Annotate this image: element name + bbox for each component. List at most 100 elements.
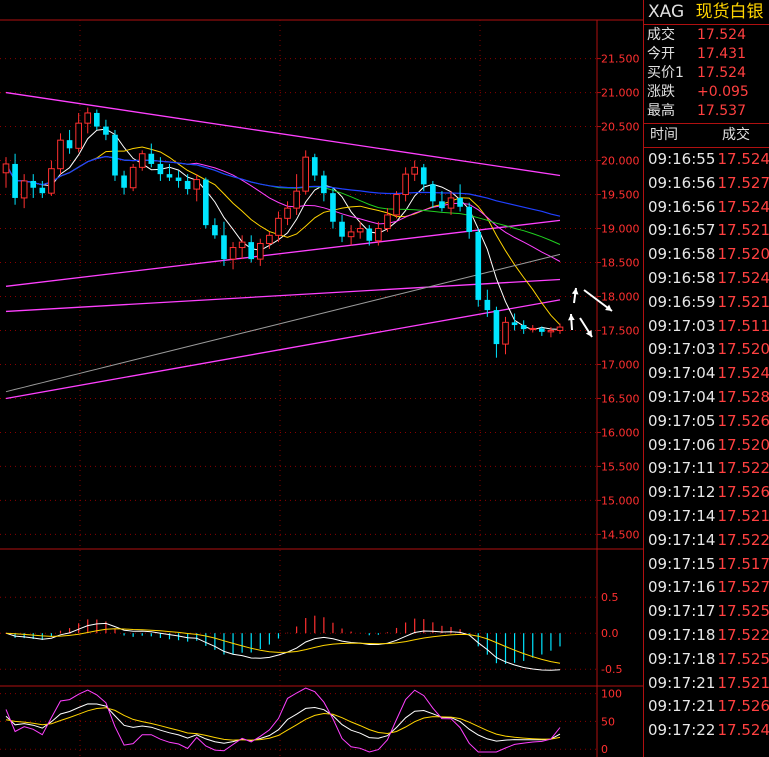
macd-dea-line [5, 628, 561, 664]
trade-time: 09:16:56 [648, 173, 716, 192]
trade-price: 17.526 [717, 483, 769, 502]
candle-body [330, 193, 336, 222]
quote-label: 涨跌 [647, 84, 675, 100]
trade-row: 09:17:11 17.522 [644, 457, 769, 481]
trade-price: 17.521 [717, 673, 769, 692]
candle-body [511, 322, 518, 326]
trades-list[interactable]: 09:16:55 17.524 09:16:56 17.527 09:16:56 17.5… [644, 148, 769, 743]
trade-time: 09:17:21 [648, 673, 716, 692]
trade-price: 17.524 [717, 150, 769, 168]
candle-body [75, 122, 82, 149]
price-tick-label: 20.500 [601, 121, 640, 134]
price-tick-label: 15.500 [601, 460, 640, 473]
trade-time: 09:17:21 [648, 697, 716, 716]
candle-body [347, 231, 355, 238]
trade-row: 09:16:58 17.524 [644, 267, 769, 291]
trade-time: 09:17:04 [648, 387, 716, 406]
trade-price: 17.511 [717, 316, 769, 335]
trade-price: 17.526 [717, 697, 769, 716]
candle-body [293, 190, 300, 209]
kdj-tick-label: 50 [601, 715, 615, 728]
price-tick-label: 17.500 [601, 324, 640, 337]
quote-row: 成交 17.524 [644, 26, 769, 45]
trade-price: 17.522 [717, 530, 769, 549]
trade-row: 09:17:21 17.526 [644, 695, 769, 719]
trade-price: 17.520 [717, 340, 769, 359]
candle-body [447, 197, 455, 209]
candle-body [221, 235, 227, 260]
candle-body [121, 175, 127, 188]
candle-body [384, 214, 391, 230]
quote-panel: XAG 现货白银 成交 17.524 今开 17.431 买价1 17.524 涨跌 +0.0… [643, 0, 769, 757]
trendline [5, 278, 561, 313]
trade-price: 17.526 [717, 411, 769, 430]
candle-body [57, 139, 64, 170]
symbol-header: XAG 现货白银 [644, 0, 769, 25]
candle-body [256, 242, 264, 260]
trade-time: 09:16:56 [648, 197, 716, 216]
trade-row: 09:17:17 17.525 [644, 600, 769, 624]
candle-body [20, 180, 28, 199]
trade-time: 09:17:15 [648, 554, 716, 573]
trendline [5, 91, 561, 177]
trade-row: 09:16:56 17.524 [644, 196, 769, 220]
quote-row: 涨跌 +0.095 [644, 83, 769, 102]
quote-value: 17.431 [697, 46, 746, 62]
candle-body [175, 177, 182, 181]
trade-row: 09:17:15 17.517 [644, 553, 769, 577]
trade-row: 09:17:18 17.522 [644, 624, 769, 648]
kdj-d-line [5, 707, 561, 741]
candle-body [193, 179, 201, 190]
candle-body [202, 179, 209, 226]
trade-row: 09:17:05 17.526 [644, 410, 769, 434]
kline-chart[interactable]: 21.500 21.000 20.500 20.000 19.500 19.000 18.5… [0, 0, 643, 757]
candle-body [457, 197, 463, 207]
candle-body [311, 157, 318, 176]
trade-price: 17.527 [717, 173, 769, 192]
trade-price: 17.522 [717, 625, 769, 644]
candle-body [339, 221, 345, 237]
trade-time: 09:17:03 [648, 316, 716, 335]
trade-time: 09:17:17 [648, 602, 716, 621]
trade-row: 09:16:55 17.524 [644, 148, 769, 172]
trade-price: 17.520 [717, 435, 769, 454]
quote-value: +0.095 [697, 84, 749, 100]
trade-time: 09:16:58 [648, 245, 716, 264]
trade-time: 09:17:16 [648, 578, 716, 597]
candle-body [493, 310, 500, 345]
trades-time-header: 时间 [650, 127, 678, 143]
candle-body [66, 140, 73, 149]
trade-row: 09:17:14 17.521 [644, 505, 769, 529]
candle-body [466, 206, 472, 232]
candle-body [502, 321, 509, 345]
candle-body [439, 201, 445, 209]
trade-time: 09:17:05 [648, 411, 716, 430]
trade-price: 17.524 [717, 268, 769, 287]
trade-price: 17.522 [717, 459, 769, 478]
trade-row: 09:17:04 17.524 [644, 362, 769, 386]
trade-row: 09:17:14 17.522 [644, 529, 769, 553]
candle-body [430, 184, 436, 202]
trade-row: 09:17:16 17.527 [644, 576, 769, 600]
trade-time: 09:16:55 [648, 150, 716, 168]
kdj-tick-label: 0 [601, 743, 608, 756]
candle-body [248, 242, 255, 260]
price-tick-label: 20.000 [601, 155, 640, 168]
candle-body [12, 163, 18, 198]
trade-row: 09:17:04 17.528 [644, 386, 769, 410]
symbol-code: XAG [648, 2, 685, 22]
chart-area[interactable]: 21.500 21.000 20.500 20.000 19.500 19.000 18.5… [0, 0, 643, 757]
candle-body [484, 299, 491, 311]
price-tick-label: 19.500 [601, 189, 640, 202]
trade-row: 09:17:06 17.520 [644, 434, 769, 458]
trade-time: 09:17:12 [648, 483, 716, 502]
candle-body [302, 156, 310, 192]
price-tick-label: 21.500 [601, 53, 640, 66]
candle-body [375, 228, 382, 242]
candle-body [212, 225, 218, 236]
quote-label: 买价1 [647, 65, 684, 81]
trade-price: 17.524 [717, 197, 769, 216]
candle-body [166, 174, 173, 178]
candle-body [84, 112, 92, 124]
candle-body [411, 166, 419, 175]
